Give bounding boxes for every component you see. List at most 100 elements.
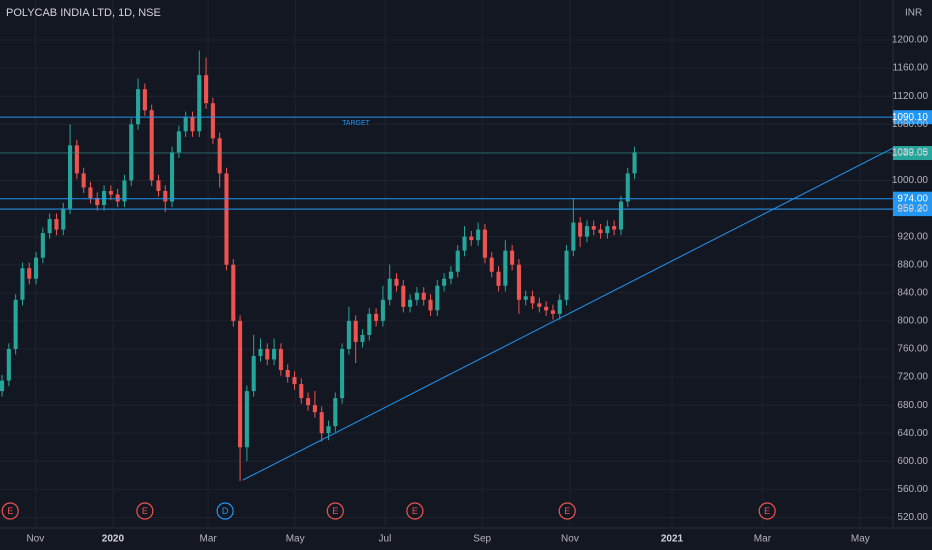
candle-body <box>34 257 39 279</box>
candle-body <box>136 89 141 125</box>
event-marker <box>326 502 344 520</box>
candle-body <box>108 190 113 195</box>
candle-body <box>557 299 562 314</box>
candle-body <box>129 124 134 181</box>
candle-body <box>618 201 623 230</box>
y-tick-label: 560.00 <box>897 484 928 495</box>
candle-body <box>6 348 11 381</box>
candle-body <box>231 264 236 321</box>
candle-body <box>312 405 317 413</box>
y-tick-label: 760.00 <box>897 344 928 355</box>
candle-body <box>435 285 440 311</box>
candle-body <box>401 285 406 307</box>
candle-body <box>482 229 487 258</box>
y-tick-label: 800.00 <box>897 316 928 327</box>
candle-body <box>374 313 379 321</box>
y-tick-label: 640.00 <box>897 428 928 439</box>
candle-body <box>380 299 385 321</box>
x-tick-label: Mar <box>754 534 772 545</box>
candle-body <box>204 75 209 104</box>
y-tick-label: 920.00 <box>897 231 928 242</box>
candle-body <box>13 299 18 349</box>
candle-body <box>74 145 79 174</box>
candle-body <box>530 296 535 304</box>
candle-body <box>278 348 283 371</box>
candle-body <box>353 320 358 342</box>
candle-body <box>564 250 569 300</box>
event-label: D <box>222 506 229 516</box>
candle-body <box>523 296 528 300</box>
candle-body <box>20 268 25 300</box>
candle-body <box>510 250 515 265</box>
y-tick-label: 1160.00 <box>893 63 929 74</box>
y-tick-label: 880.00 <box>897 259 928 270</box>
candle-body <box>95 198 100 206</box>
candle-body <box>27 268 32 279</box>
candle-body <box>455 250 460 272</box>
candle-body <box>142 89 147 111</box>
candle-body <box>578 222 583 237</box>
candle-body <box>550 310 555 314</box>
level-label: 959.20 <box>897 204 928 215</box>
event-marker <box>758 502 776 520</box>
candle-body <box>448 271 453 279</box>
currency: INR <box>905 8 922 19</box>
event-marker <box>136 502 154 520</box>
y-tick-label: 1040.00 <box>892 147 929 158</box>
candle-body <box>605 226 610 234</box>
event-marker <box>216 502 234 520</box>
candle-body <box>272 348 277 360</box>
candle-body <box>408 299 413 307</box>
candle-body <box>476 229 481 241</box>
candle-body <box>544 306 549 311</box>
candle-body <box>625 173 630 202</box>
candle-body <box>299 384 304 399</box>
y-tick-label: 1000.00 <box>892 175 929 186</box>
y-tick-label: 520.00 <box>897 512 928 523</box>
x-tick-label: Jul <box>379 534 392 545</box>
candle-body <box>156 180 161 191</box>
candle-body <box>183 117 188 132</box>
candle-body <box>115 194 120 202</box>
candle-body <box>516 264 521 300</box>
candle-body <box>306 398 311 406</box>
candle-body <box>598 229 603 234</box>
candle-body <box>88 187 93 198</box>
level-label-bg <box>893 110 932 125</box>
candle-body <box>333 398 338 427</box>
level-label: 974.00 <box>897 193 928 204</box>
level-label: 1039.05 <box>892 148 929 159</box>
candle-body <box>68 145 73 209</box>
candle-body <box>469 236 474 241</box>
y-tick-label: 680.00 <box>897 400 928 411</box>
y-tick-label: 1120.00 <box>893 91 929 102</box>
candle-body <box>489 257 494 272</box>
candle-body <box>346 320 351 349</box>
trend-line <box>242 147 894 481</box>
candle-body <box>632 152 637 174</box>
candle-body <box>251 355 256 392</box>
event-marker <box>1 502 19 520</box>
level-label: 1090.10 <box>892 112 929 123</box>
x-tick-label: Nov <box>561 534 579 545</box>
candle-body <box>47 219 52 234</box>
level-label-bg <box>893 146 932 161</box>
event-label: E <box>7 506 13 516</box>
candle-body <box>442 278 447 286</box>
candle-body <box>340 348 345 399</box>
event-label: E <box>764 506 770 516</box>
y-tick-label: 600.00 <box>897 456 928 467</box>
candle-body <box>0 380 5 392</box>
candle-body <box>122 180 127 202</box>
x-tick-label: 2020 <box>102 534 125 545</box>
candle-body <box>285 370 290 378</box>
candle-body <box>190 117 195 132</box>
candle-body <box>170 152 175 202</box>
candle-body <box>421 292 426 300</box>
y-tick-label: 720.00 <box>897 372 928 383</box>
candle-body <box>394 278 399 286</box>
candle-body <box>197 75 202 132</box>
y-tick-label: 840.00 <box>897 287 928 298</box>
